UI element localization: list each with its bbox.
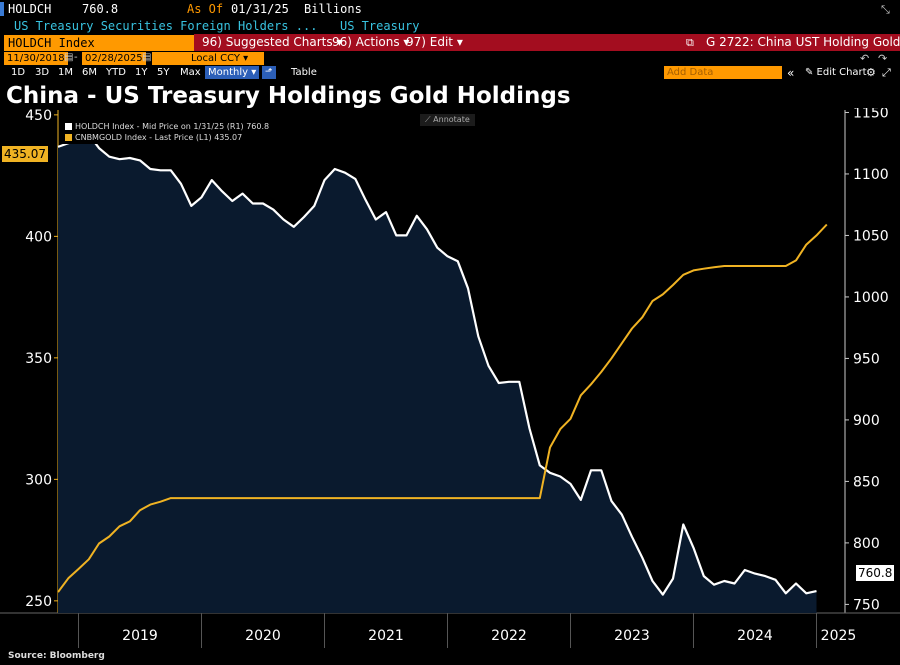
legend-label-holdch: HOLDCH Index - Mid Price on 1/31/25 (R1)… xyxy=(75,122,270,131)
period-6m[interactable]: 6M xyxy=(82,67,97,78)
x-tick-label: 2024 xyxy=(737,628,773,644)
source-note: Source: Bloomberg xyxy=(8,651,105,661)
last-price: 760.8 xyxy=(82,2,119,16)
frequency-select[interactable]: Monthly ▾ xyxy=(205,66,260,79)
period-5y[interactable]: 5Y xyxy=(157,67,170,78)
chart-title: China - US Treasury Holdings Gold Holdin… xyxy=(6,83,571,109)
legend-entry-holdch[interactable]: HOLDCH Index - Mid Price on 1/31/25 (R1)… xyxy=(65,121,269,132)
start-date-calendar-icon[interactable]: ▤ xyxy=(64,52,74,63)
right-tick-label: 750 xyxy=(853,597,880,613)
edit-menu[interactable]: 97) Edit ▾ xyxy=(406,35,463,49)
security-input-text: HOLDCH Index xyxy=(8,36,95,50)
end-date-calendar-icon[interactable]: ▤ xyxy=(142,52,152,63)
external-link-icon[interactable]: ⧉ xyxy=(686,36,694,49)
start-date-field[interactable]: 11/30/2018 xyxy=(4,52,68,65)
suggested-charts-menu[interactable]: 96) Suggested Charts ▾ xyxy=(202,35,343,49)
left-tick-label: 300 xyxy=(25,472,52,488)
right-tick-label: 1100 xyxy=(853,167,889,183)
period-1m[interactable]: 1M xyxy=(58,67,73,78)
collapse-icon[interactable]: « xyxy=(787,66,795,80)
legend-label-gold: CNBMGOLD Index - Last Price (L1) 435.07 xyxy=(75,133,243,142)
right-tick-label: 1150 xyxy=(853,108,889,121)
annotate-button[interactable]: ⟋ Annotate xyxy=(420,114,475,126)
settings-icon[interactable]: ⚙ xyxy=(866,66,876,79)
ticker[interactable]: HOLDCH xyxy=(8,2,52,16)
chart-canvas: 250 300 350 400 450 750 800 850 900 950 1000 1050 11… xyxy=(0,108,900,648)
left-tick-label: 450 xyxy=(25,108,52,124)
security-flag xyxy=(0,2,4,16)
description-row: US Treasury Securities Foreign Holders .… xyxy=(0,18,900,34)
table-button[interactable]: Table xyxy=(291,67,317,78)
annotate-icon: ⟋ xyxy=(425,115,434,124)
right-tick-label: 800 xyxy=(853,536,880,552)
legend-entry-gold[interactable]: CNBMGOLD Index - Last Price (L1) 435.07 xyxy=(65,132,269,143)
end-date-field[interactable]: 02/28/2025 xyxy=(82,52,146,65)
right-tick-label: 950 xyxy=(853,351,880,367)
legend-swatch-gold xyxy=(65,134,72,141)
x-tick-label: 2019 xyxy=(122,628,158,644)
left-tick-label: 350 xyxy=(25,351,52,367)
holdch-series-line[interactable] xyxy=(57,133,817,596)
left-tick-label: 400 xyxy=(25,229,52,245)
security-input[interactable]: HOLDCH Index xyxy=(4,35,198,51)
units-label: Billions xyxy=(304,2,362,16)
gold-series-line[interactable] xyxy=(57,223,828,593)
period-max[interactable]: Max xyxy=(180,67,201,78)
holdch-last-value-label: 760.8 xyxy=(856,565,895,581)
expand-icon[interactable]: ⤡ xyxy=(881,3,890,16)
x-tick-label: 2025 xyxy=(821,628,857,644)
command-bar: HOLDCH Index 96) Suggested Charts ▾ 96) … xyxy=(0,34,900,51)
left-tick-label: 250 xyxy=(25,594,52,610)
as-of-date[interactable]: 01/31/25 xyxy=(231,2,289,16)
undo-icon[interactable]: ↶ xyxy=(860,52,870,65)
currency-select[interactable]: Local CCY ▾ xyxy=(188,52,264,65)
period-ytd[interactable]: YTD xyxy=(106,67,126,78)
menu-bar: 96) Suggested Charts ▾ 96) Actions ▾ 97)… xyxy=(194,34,900,51)
date-range-bar: 11/30/2018 ▤ - 02/28/2025 ▤ Local CCY ▾ … xyxy=(0,52,900,66)
chart-name[interactable]: G 2722: China UST Holding Gold xyxy=(706,35,900,49)
security-header-row: HOLDCH 760.8 As Of 01/31/25 Billions ⤡ xyxy=(0,0,900,18)
security-description: US Treasury Securities Foreign Holders .… xyxy=(14,19,318,33)
chart-type-icon[interactable]: ⬏ xyxy=(262,66,276,79)
security-category: US Treasury xyxy=(340,19,420,33)
chart-legend: HOLDCH Index - Mid Price on 1/31/25 (R1)… xyxy=(62,120,273,144)
period-bar: 1D 3D 1M 6M YTD 1Y 5Y Max Monthly ▾ ⬏ Ta… xyxy=(0,66,900,80)
gold-last-value-label: 435.07 xyxy=(2,146,48,162)
edit-chart-button[interactable]: ✎ Edit Chart xyxy=(805,67,867,78)
date-spacer xyxy=(152,52,188,65)
annotate-label: Annotate xyxy=(433,115,470,124)
period-3d[interactable]: 3D xyxy=(35,67,50,78)
period-1y[interactable]: 1Y xyxy=(135,67,148,78)
right-tick-label: 900 xyxy=(853,413,880,429)
redo-icon[interactable]: ↷ xyxy=(878,52,888,65)
x-tick-label: 2022 xyxy=(491,628,527,644)
holdch-area-fill xyxy=(58,134,817,613)
right-tick-label: 1050 xyxy=(853,228,889,244)
x-tick-label: 2021 xyxy=(368,628,404,644)
as-of-label: As Of xyxy=(187,2,224,16)
right-tick-label: 1000 xyxy=(853,290,889,306)
period-1d[interactable]: 1D xyxy=(11,67,26,78)
add-data-input[interactable]: Add Data xyxy=(664,66,782,79)
right-tick-label: 850 xyxy=(853,474,880,490)
x-tick-label: 2020 xyxy=(245,628,281,644)
x-tick-label: 2023 xyxy=(614,628,650,644)
actions-menu[interactable]: 96) Actions ▾ xyxy=(332,35,410,49)
legend-swatch-holdch xyxy=(65,123,72,130)
pin-icon[interactable]: ⤢ xyxy=(882,66,891,79)
